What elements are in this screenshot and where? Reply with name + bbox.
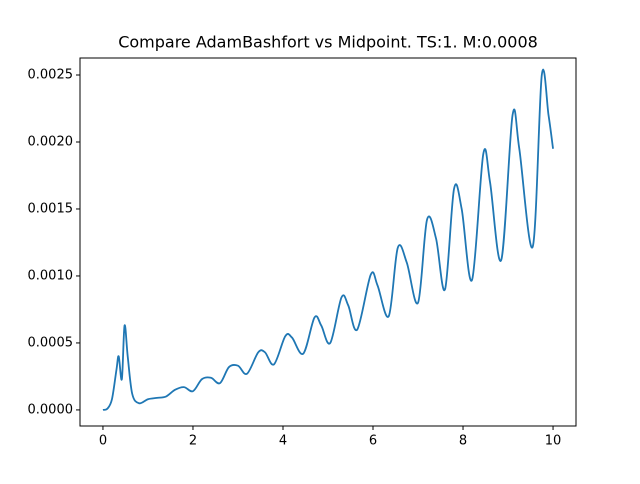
x-tick-label: 0 — [99, 434, 107, 449]
x-tick-label: 4 — [279, 434, 287, 449]
x-tick-label: 2 — [189, 434, 197, 449]
y-tick-label: 0.0010 — [28, 268, 74, 283]
chart-title: Compare AdamBashfort vs Midpoint. TS:1. … — [118, 33, 538, 52]
y-tick-label: 0.0005 — [28, 335, 74, 350]
y-tick-label: 0.0015 — [28, 201, 74, 216]
y-tick-label: 0.0000 — [28, 402, 74, 417]
x-tick-label: 8 — [459, 434, 467, 449]
y-tick-label: 0.0025 — [28, 68, 74, 83]
x-tick-label: 6 — [369, 434, 377, 449]
line-series — [102, 68, 554, 411]
plot-frame — [79, 57, 577, 427]
x-tick-label: 10 — [545, 434, 562, 449]
y-tick-label: 0.0020 — [28, 134, 74, 149]
